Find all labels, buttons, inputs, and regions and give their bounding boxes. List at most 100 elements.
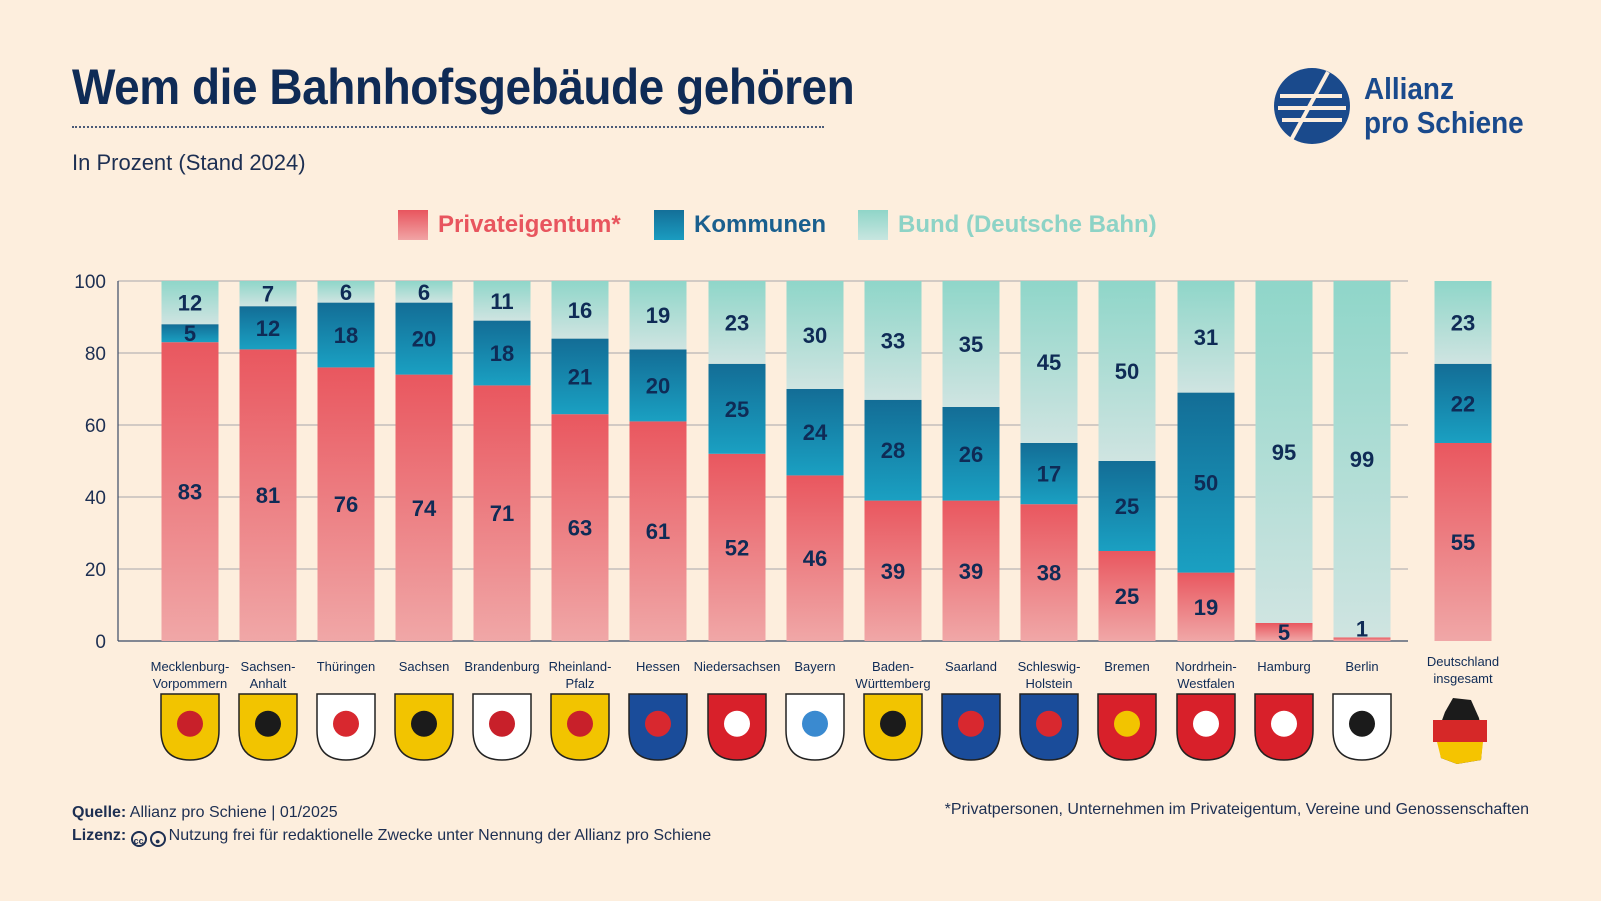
data-label-bund: 50 — [1115, 359, 1139, 384]
data-label-privat: 38 — [1037, 561, 1061, 586]
data-label-kommunen: 5 — [184, 321, 196, 346]
state-crest-icon — [863, 693, 923, 761]
data-label-privat: 5 — [1278, 620, 1290, 645]
bar-segment-kommunen — [1177, 392, 1235, 573]
germany-map-icon — [1433, 698, 1487, 764]
crest-emblem — [645, 710, 671, 737]
bar-segment-kommunen — [161, 324, 219, 343]
legend-swatch-kommunen — [654, 210, 684, 240]
y-tick-label: 20 — [85, 560, 106, 581]
crest-emblem — [1349, 710, 1375, 737]
bar-segment-bund — [395, 281, 453, 303]
legend-item-privat: Privateigentum* — [398, 208, 621, 242]
state-crest-icon — [316, 693, 376, 761]
data-label-bund: 6 — [418, 280, 430, 305]
bar-segment-privat — [629, 421, 687, 641]
data-label-privat: 63 — [568, 516, 592, 541]
bar-segment-kommunen — [473, 320, 531, 386]
bar-segment-kommunen — [239, 306, 297, 350]
bar-segment-privat — [1020, 504, 1078, 641]
data-label-bund: 19 — [646, 303, 670, 328]
state-crest-icon — [1332, 693, 1392, 761]
category-label: Saarland — [945, 659, 997, 674]
data-label-kommunen: 20 — [646, 373, 670, 398]
category-label: Vorpommern — [153, 676, 227, 691]
bar-segment-bund — [942, 281, 1000, 407]
bar-segment-privat — [1333, 637, 1391, 641]
bar-segment-kommunen — [708, 363, 766, 454]
page-title: Wem die Bahnhofsgebäude gehören — [72, 59, 855, 115]
data-label-privat: 61 — [646, 519, 670, 544]
data-label-bund: 16 — [568, 298, 592, 323]
data-label-bund: 35 — [959, 332, 983, 357]
data-label-privat: 39 — [881, 559, 905, 584]
crest-emblem — [1193, 710, 1219, 737]
category-label: Thüringen — [317, 659, 376, 674]
state-crest-icon — [550, 693, 610, 761]
category-label: Sachsen — [399, 659, 450, 674]
category-label: Hamburg — [1257, 659, 1310, 674]
germany-gold — [1437, 742, 1483, 764]
allianz-logo: Allianz pro Schiene — [1272, 66, 1542, 150]
data-label-privat: 81 — [256, 483, 280, 508]
crest-emblem — [333, 710, 359, 737]
data-label-privat: 52 — [725, 535, 749, 560]
crest-emblem — [958, 710, 984, 737]
data-label-bund: 7 — [262, 282, 274, 307]
bars-layer — [161, 281, 1492, 641]
bar-segment-kommunen — [1434, 363, 1492, 443]
bar-segment-privat — [1434, 443, 1492, 641]
data-label-bund: 33 — [881, 328, 905, 353]
license-text: Nutzung frei für redaktionelle Zwecke un… — [168, 827, 712, 844]
state-crest-icon — [707, 693, 767, 761]
bar-segment-bund — [239, 281, 297, 307]
bar-segment-bund — [1177, 281, 1235, 393]
footer-source: Quelle: Allianz pro Schiene | 01/2025 Li… — [72, 801, 711, 847]
y-tick-label: 0 — [95, 632, 106, 653]
state-crest-icon — [1254, 693, 1314, 761]
bar-segment-bund — [629, 281, 687, 350]
state-crest-icon — [160, 693, 220, 761]
data-label-privat: 55 — [1451, 530, 1475, 555]
legend-swatch-bund — [858, 210, 888, 240]
data-label-bund: 12 — [178, 291, 202, 316]
bar-segment-bund — [473, 281, 531, 321]
bar-segment-privat — [708, 453, 766, 641]
state-crest-icon — [394, 693, 454, 761]
legend-item-kommunen: Kommunen — [654, 208, 826, 242]
data-label-kommunen: 25 — [1115, 494, 1139, 519]
legend-label-kommunen: Kommunen — [694, 211, 826, 238]
legend-label-bund: Bund (Deutsche Bahn) — [898, 211, 1157, 238]
data-label-kommunen: 24 — [803, 420, 828, 445]
data-label-privat: 71 — [490, 501, 514, 526]
title-divider — [72, 126, 824, 128]
bar-segment-kommunen — [786, 389, 844, 476]
data-label-kommunen: 18 — [334, 323, 358, 348]
category-label: Anhalt — [250, 676, 287, 691]
bar-segment-kommunen — [395, 302, 453, 375]
crest-emblem — [724, 710, 750, 737]
crest-emblem — [255, 710, 281, 737]
bar-segment-bund — [1020, 281, 1078, 443]
data-label-bund: 23 — [1451, 310, 1475, 335]
bar-segment-kommunen — [1020, 443, 1078, 505]
labels-layer: 83 5 12 Mecklenburg- Vorpommern 81 12 7 Sachsen-… — [151, 280, 1500, 691]
bar-segment-bund — [317, 281, 375, 303]
bar-segment-privat — [1098, 551, 1156, 641]
by-icon: ● — [149, 831, 166, 847]
bar-segment-kommunen — [551, 338, 609, 415]
state-crest-icon — [238, 693, 298, 761]
category-label: Sachsen- — [241, 659, 296, 674]
crest-emblem — [802, 710, 828, 737]
legend-label-privat: Privateigentum* — [438, 211, 621, 238]
y-tick-label: 80 — [85, 344, 106, 365]
bar-segment-privat — [1255, 623, 1313, 641]
category-label: insgesamt — [1433, 671, 1493, 686]
data-label-privat: 25 — [1115, 584, 1139, 609]
bar-segment-bund — [708, 281, 766, 364]
category-label: Nordrhein- — [1175, 659, 1236, 674]
data-label-kommunen: 18 — [490, 341, 514, 366]
bar-segment-privat — [239, 349, 297, 641]
bar-segment-bund — [551, 281, 609, 339]
bar-segment-privat — [864, 500, 922, 641]
